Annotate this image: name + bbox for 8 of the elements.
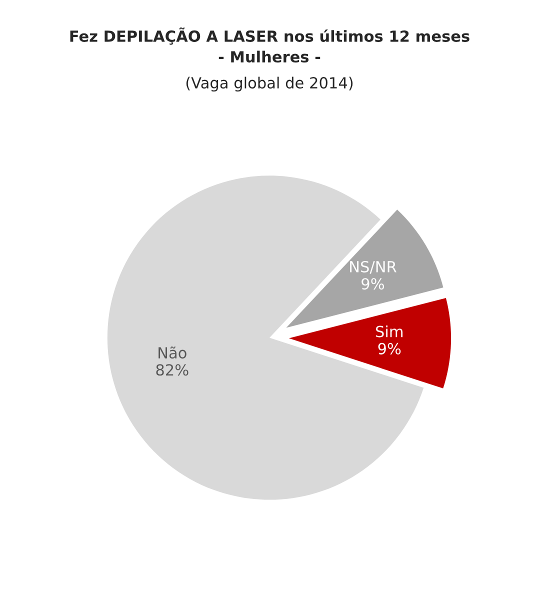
slice-label: Não xyxy=(158,346,186,359)
chart-title: Fez DEPILAÇÃO A LASER nos últimos 12 meses - Mulheres - xyxy=(70,27,470,63)
chart-subtitle: (Vaga global de 2014) xyxy=(186,76,353,92)
slice-label: Sim xyxy=(376,326,403,338)
data-label: 9% xyxy=(362,278,384,290)
data-label: 82% xyxy=(156,364,188,376)
slice-label: NS/NR xyxy=(350,260,396,274)
data-label: 9% xyxy=(378,342,401,354)
